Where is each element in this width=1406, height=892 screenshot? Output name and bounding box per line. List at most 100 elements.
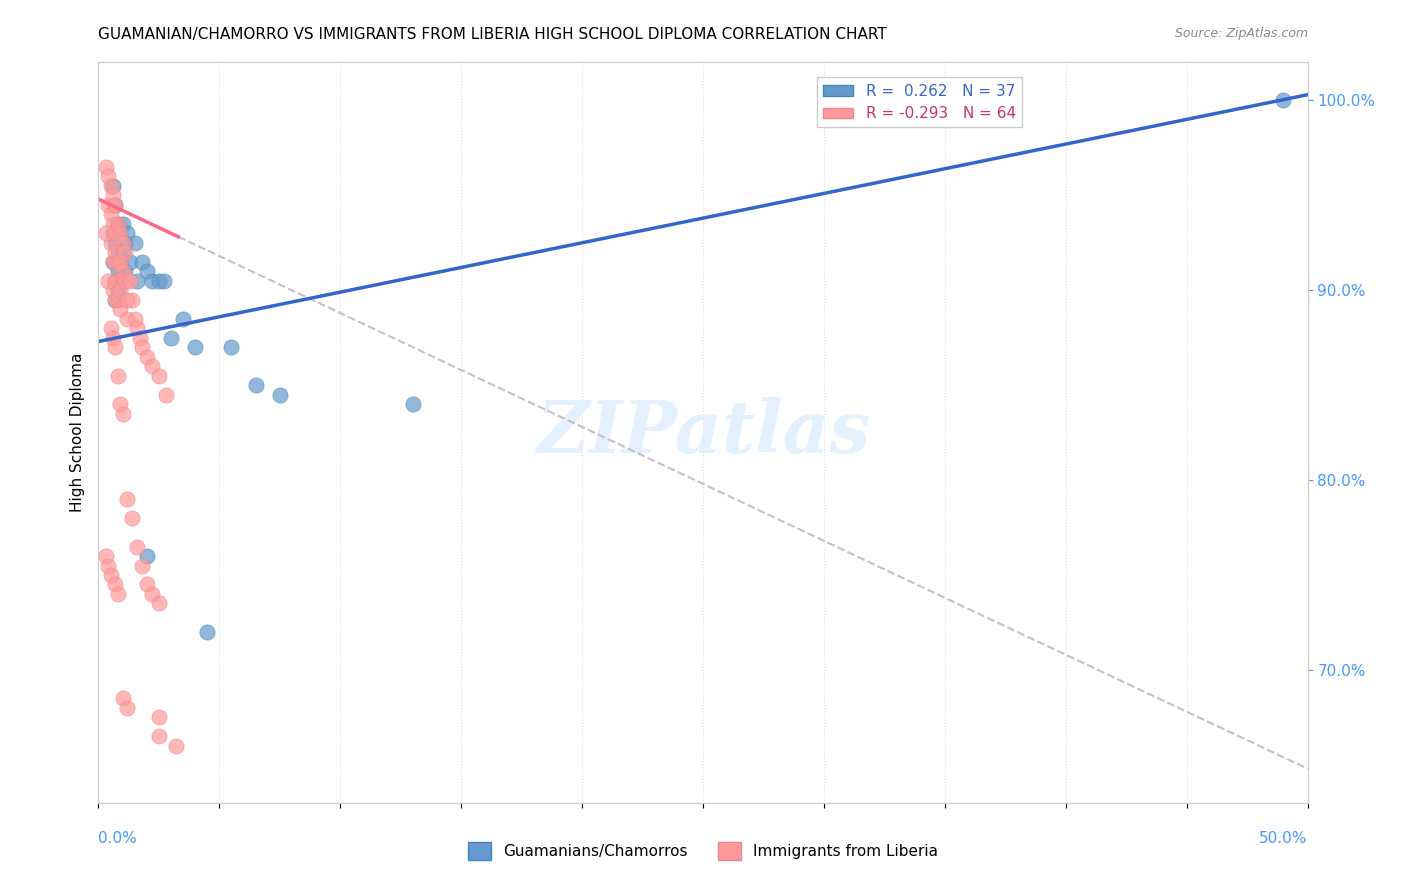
Point: [114, 235, 136, 250]
Point: [148, 597, 170, 611]
Point: [269, 387, 291, 401]
Point: [117, 491, 139, 506]
Y-axis label: High School Diploma: High School Diploma: [69, 353, 84, 512]
Point: [124, 235, 146, 250]
Point: [104, 235, 127, 250]
Point: [131, 340, 153, 354]
Point: [118, 254, 141, 268]
Point: [107, 293, 129, 307]
Point: [117, 293, 139, 307]
Point: [148, 710, 170, 724]
Point: [114, 274, 136, 288]
Point: [104, 198, 127, 212]
Point: [111, 691, 134, 706]
Point: [135, 350, 157, 364]
Point: [127, 540, 149, 554]
Text: 0.0%: 0.0%: [98, 831, 138, 846]
Text: ZIPatlas: ZIPatlas: [536, 397, 870, 468]
Point: [107, 283, 129, 297]
Point: [108, 254, 131, 268]
Point: [111, 264, 134, 278]
Legend: R =  0.262   N = 37, R = -0.293   N = 64: R = 0.262 N = 37, R = -0.293 N = 64: [817, 78, 1022, 128]
Point: [195, 624, 218, 639]
Point: [100, 207, 122, 221]
Point: [97, 274, 120, 288]
Point: [101, 331, 124, 345]
Point: [245, 378, 267, 392]
Point: [100, 235, 122, 250]
Point: [135, 264, 157, 278]
Point: [135, 577, 157, 591]
Point: [104, 198, 127, 212]
Point: [101, 283, 124, 297]
Point: [165, 739, 187, 753]
Point: [94, 227, 117, 241]
Point: [131, 558, 153, 573]
Point: [108, 227, 131, 241]
Point: [100, 178, 122, 193]
Point: [107, 264, 129, 278]
Point: [111, 407, 134, 421]
Point: [104, 274, 127, 288]
Text: Source: ZipAtlas.com: Source: ZipAtlas.com: [1174, 27, 1308, 40]
Point: [117, 701, 139, 715]
Text: 50.0%: 50.0%: [1260, 831, 1308, 846]
Point: [152, 274, 174, 288]
Point: [97, 198, 120, 212]
Point: [101, 254, 124, 268]
Point: [117, 311, 139, 326]
Point: [100, 321, 122, 335]
Point: [94, 160, 117, 174]
Point: [402, 397, 425, 411]
Point: [1272, 94, 1295, 108]
Point: [107, 254, 129, 268]
Point: [127, 274, 149, 288]
Point: [114, 264, 136, 278]
Point: [101, 217, 124, 231]
Point: [124, 311, 146, 326]
Point: [135, 549, 157, 563]
Point: [141, 587, 163, 601]
Point: [108, 227, 131, 241]
Point: [104, 274, 127, 288]
Point: [100, 568, 122, 582]
Point: [104, 293, 127, 307]
Point: [172, 311, 194, 326]
Point: [127, 321, 149, 335]
Point: [121, 293, 143, 307]
Point: [108, 283, 131, 297]
Point: [107, 245, 129, 260]
Point: [108, 397, 131, 411]
Point: [141, 359, 163, 374]
Point: [108, 274, 131, 288]
Point: [184, 340, 207, 354]
Point: [111, 217, 134, 231]
Text: GUAMANIAN/CHAMORRO VS IMMIGRANTS FROM LIBERIA HIGH SCHOOL DIPLOMA CORRELATION CH: GUAMANIAN/CHAMORRO VS IMMIGRANTS FROM LI…: [98, 27, 887, 42]
Point: [104, 245, 127, 260]
Point: [94, 549, 117, 563]
Point: [118, 274, 141, 288]
Point: [101, 188, 124, 202]
Point: [155, 387, 177, 401]
Point: [97, 169, 120, 184]
Point: [221, 340, 243, 354]
Point: [108, 254, 131, 268]
Point: [131, 254, 153, 268]
Point: [101, 178, 124, 193]
Point: [111, 245, 134, 260]
Point: [101, 254, 124, 268]
Point: [114, 245, 136, 260]
Point: [101, 227, 124, 241]
Point: [108, 302, 131, 317]
Point: [107, 274, 129, 288]
Point: [104, 340, 127, 354]
Point: [104, 293, 127, 307]
Point: [148, 368, 170, 383]
Point: [117, 227, 139, 241]
Point: [107, 587, 129, 601]
Point: [97, 558, 120, 573]
Point: [141, 274, 163, 288]
Point: [104, 577, 127, 591]
Point: [128, 331, 150, 345]
Point: [160, 331, 183, 345]
